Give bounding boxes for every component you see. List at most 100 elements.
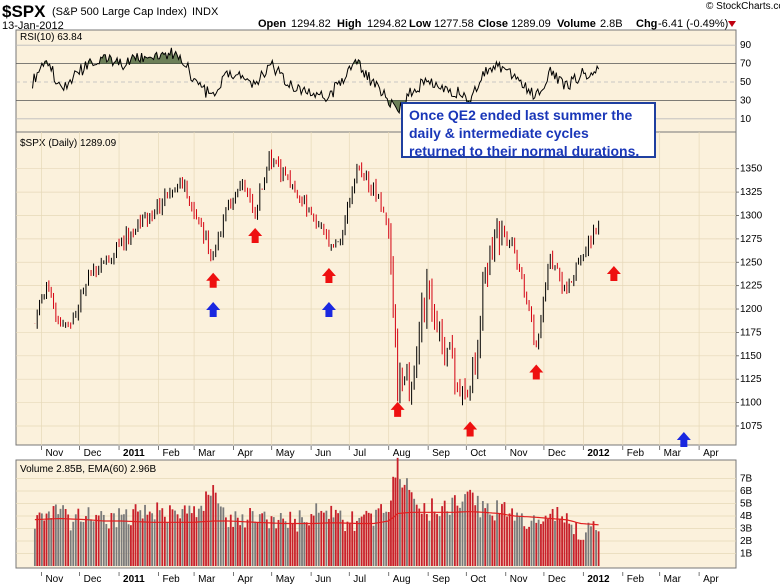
daily-cycle-arrow [463, 421, 478, 437]
volume-bar [181, 509, 184, 566]
volume-bar [486, 503, 489, 566]
x-tick-label: Jul [353, 574, 366, 585]
volume-bar [224, 517, 227, 566]
volume-bar [275, 528, 278, 566]
volume-bar [399, 479, 401, 566]
volume-bar [72, 521, 75, 566]
volume-bar [565, 513, 568, 566]
volume-bar [544, 515, 547, 566]
volume-bar [57, 514, 60, 566]
volume-bar [43, 520, 46, 566]
volume-bar [100, 511, 103, 566]
x-tick-label: Feb [162, 448, 180, 459]
volume-bar [315, 503, 318, 566]
volume-tick-label: 4B [740, 511, 753, 522]
volume-bar [501, 504, 503, 566]
x-tick-label: 2012 [587, 448, 610, 459]
volume-bar [356, 520, 358, 566]
volume-bar [372, 525, 375, 566]
volume-bar [547, 518, 549, 566]
volume-bar [156, 502, 159, 566]
volume-bar [153, 519, 156, 566]
volume-bar [415, 504, 418, 566]
volume-bar [227, 527, 230, 566]
daily-cycle-arrow [321, 268, 336, 283]
volume-bar [503, 502, 506, 566]
open-value: 1294.82 [291, 18, 331, 30]
annotation-line: Once QE2 ended last summer the [409, 107, 633, 123]
open-label: Open [258, 18, 286, 30]
volume-bar [441, 506, 444, 566]
volume-bar [375, 509, 377, 566]
volume-bar [568, 523, 571, 566]
volume-bar [90, 519, 92, 566]
volume-bar [474, 505, 477, 566]
volume-bar [256, 522, 259, 566]
volume-bar [392, 476, 395, 566]
volume-bar [453, 495, 456, 566]
volume-bar [54, 504, 57, 566]
volume-bar [163, 516, 166, 566]
volume-bar [358, 517, 361, 566]
x-tick-label: Feb [627, 574, 645, 585]
volume-bar [79, 521, 82, 566]
close-value: 1289.09 [511, 18, 551, 30]
volume-value: 2.8B [600, 18, 623, 30]
volume-bar [351, 511, 354, 566]
volume-bar [525, 528, 528, 566]
volume-bar [229, 514, 232, 566]
volume-bar [436, 514, 438, 566]
volume-bar [476, 495, 479, 566]
volume-bar [105, 524, 108, 566]
volume-bar [341, 519, 344, 566]
intermediate-cycle-arrow [321, 302, 336, 317]
chg-label: Chg [636, 18, 657, 30]
price-tick-label: 1125 [740, 374, 762, 385]
volume-bar [113, 513, 115, 566]
volume-bar [176, 514, 179, 566]
volume-bar [360, 516, 363, 566]
low-label: Low [409, 18, 431, 30]
volume-bar [241, 514, 244, 566]
price-tick-label: 1200 [740, 304, 763, 315]
volume-bar [317, 512, 320, 566]
volume-bar [244, 527, 246, 566]
close-label: Close [478, 18, 508, 30]
volume-bar [195, 517, 198, 566]
x-tick-label: Dec [84, 448, 102, 459]
volume-bar [408, 489, 411, 566]
price-panel: $SPX (Daily) 1289.09 1350 1325 1300 1275 125… [15, 131, 763, 481]
volume-bar [95, 514, 98, 566]
annotation-line: daily & intermediate cycles [409, 125, 589, 141]
x-tick-label: May [276, 574, 295, 585]
volume-bar [52, 506, 55, 566]
volume-bar [353, 530, 356, 566]
volume-bar [590, 526, 592, 566]
volume-bar [284, 521, 287, 566]
volume-bar [433, 511, 436, 566]
x-tick-label: Apr [703, 448, 719, 459]
volume-bar [523, 526, 526, 566]
volume-bar [118, 508, 120, 566]
volume-bar [151, 513, 154, 566]
volume-bar [268, 528, 271, 566]
x-tick-label: Aug [393, 574, 411, 585]
volume-bar [425, 514, 428, 566]
volume-bar [572, 534, 575, 566]
volume-ema-line [34, 510, 599, 526]
volume-bar [134, 504, 137, 566]
price-tick-label: 1275 [740, 234, 763, 245]
volume-bar [102, 514, 105, 566]
down-triangle-icon [728, 21, 736, 27]
volume-bar [508, 513, 511, 566]
volume-bar [294, 518, 296, 566]
volume-bar [174, 510, 176, 566]
price-tick-label: 1175 [740, 327, 762, 338]
volume-bar [45, 513, 48, 566]
volume-bar [236, 517, 239, 566]
volume-bar [413, 498, 416, 566]
volume-bar [207, 494, 210, 566]
volume-bar [282, 518, 285, 566]
x-tick-label: Feb [162, 574, 180, 585]
volume-bar [205, 491, 207, 566]
